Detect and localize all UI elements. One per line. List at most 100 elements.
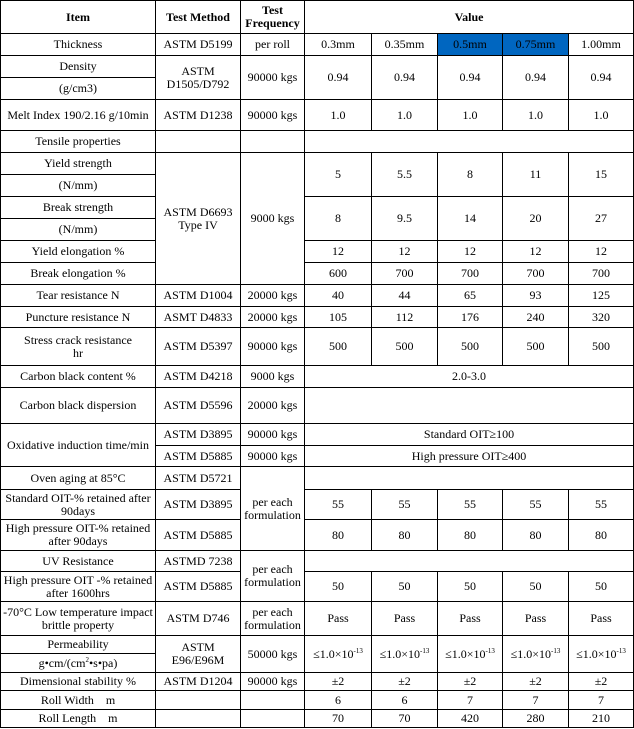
header-value: Value [303,0,634,34]
value: 700 [502,262,569,285]
value: 80 [567,519,634,551]
value: 280 [502,709,569,728]
item: Tear resistance N [0,284,156,307]
frequency: 90000 kgs [240,423,305,446]
method: ASTM D5397 [155,327,241,366]
value: 20 [502,196,569,241]
item: Dimensional stability % [0,672,156,691]
value: 80 [304,519,372,551]
value: ±2 [304,672,372,691]
value: 700 [567,262,634,285]
frequency: 90000 kgs [240,327,305,366]
item: Break strength [0,196,156,219]
frequency: 90000 kgs [240,99,305,131]
frequency: 20000 kgs [240,387,305,424]
item-label: Stress crack resistance [24,332,132,347]
item: Oxidative induction time/min [0,423,156,467]
value: 1.0 [567,99,634,131]
table-row-roll-length: Roll Length m 70 70 420 280 210 [0,709,634,728]
table-row-dimensional: Dimensional stability % ASTM D1204 90000… [0,672,634,691]
item-unit: (N/mm) [0,218,156,241]
table-row-roll-width: Roll Width m 6 6 7 7 7 [0,690,634,710]
value: Pass [502,601,569,636]
method: ASTM D1204 [155,672,241,691]
value: 50 [304,571,372,602]
perm-base: ≤1.0×10 [510,646,551,661]
perm-base: ≤1.0×10 [379,646,420,661]
table-row-permeability: Permeability ASTM E96/E96M 50000 kgs ≤1.… [0,635,634,673]
frequency: 90000 kgs [240,55,305,100]
table-row-tear: Tear resistance N ASTM D1004 20000 kgs 4… [0,284,634,307]
item: Puncture resistance N [0,306,156,328]
value: 50 [437,571,503,602]
frequency: per roll [240,33,305,56]
unit-sup: 2 [85,655,89,664]
item: Stress crack resistance hr [0,327,156,366]
value: 50 [502,571,569,602]
value: 500 [371,327,438,366]
value: 176 [437,306,503,328]
perm-base: ≤1.0×10 [576,646,617,661]
value: High pressure OIT≥400 [303,445,634,467]
method: ASTM D1505/D792 [155,55,241,100]
unit-text: •s•pa) [88,655,118,670]
item: Carbon black dispersion [0,387,156,424]
value: Pass [371,601,438,636]
table-row-oit: Oxidative induction time/min ASTM D3895 … [0,423,634,467]
value: 2.0-3.0 [303,365,634,388]
value: 80 [371,519,438,551]
item: Yield elongation % [0,240,156,263]
item: Standard OIT-% retained after 90days [0,489,156,520]
value: 80 [502,519,569,551]
method: ASTM D3895 [155,489,241,520]
frequency: 9000 kgs [240,365,305,388]
table-row-break-elongation: Break elongation % 600 700 700 700 700 [0,262,634,285]
method: ASTM D5885 [155,519,241,551]
perm-exp: -13 [353,646,363,655]
value: ±2 [502,672,569,691]
table-row-carbon-black-dispersion: Carbon black dispersion ASTM D5596 20000… [0,387,634,424]
value: 0.94 [371,55,438,100]
value: 27 [567,196,634,241]
item: Tensile properties [0,130,156,153]
frequency: 90000 kgs [240,672,305,691]
method: ASTM D4218 [155,365,241,388]
value: 1.0 [437,99,503,131]
frequency: 90000 kgs [240,445,305,467]
value: 0.35mm [371,33,438,56]
item: Break elongation % [0,262,156,285]
table-row-density: Density ASTM D1505/D792 90000 kgs 0.94 0… [0,55,634,100]
method: ASTM D1238 [155,99,241,131]
method: ASTM E96/E96M [155,635,241,673]
item: Permeability [0,635,156,654]
value: 700 [437,262,503,285]
frequency: per each formulation [240,601,305,636]
method: ASTM D5721 [155,466,241,490]
value: ≤1.0×10-13 [502,635,569,673]
table-row-break-strength: Break strength 8 9.5 14 20 27 [0,196,634,241]
value: 1.0 [371,99,438,131]
value: 420 [437,709,503,728]
value: 125 [567,284,634,307]
unit-text: g•cm/(cm [38,655,86,670]
item: Roll Length m [0,709,156,728]
frequency: per each formulation [240,550,305,602]
value: 240 [502,306,569,328]
method: ASTM D5596 [155,387,241,424]
value: 500 [304,327,372,366]
value: 12 [567,240,634,263]
value: 500 [437,327,503,366]
value: 55 [437,489,503,520]
value: 600 [304,262,372,285]
frequency: 9000 kgs [240,152,305,285]
value: 70 [371,709,438,728]
value: 320 [567,306,634,328]
value-highlighted: 0.75mm [502,33,569,56]
table-row-thickness: Thickness ASTM D5199 per roll 0.3mm 0.35… [0,33,634,56]
value-highlighted: 0.5mm [437,33,503,56]
value: 9.5 [371,196,438,241]
value: 11 [502,152,569,197]
value: 112 [371,306,438,328]
item: Thickness [0,33,156,56]
table-row-melt: Melt Index 190/2.16 g/10min ASTM D1238 9… [0,99,634,131]
